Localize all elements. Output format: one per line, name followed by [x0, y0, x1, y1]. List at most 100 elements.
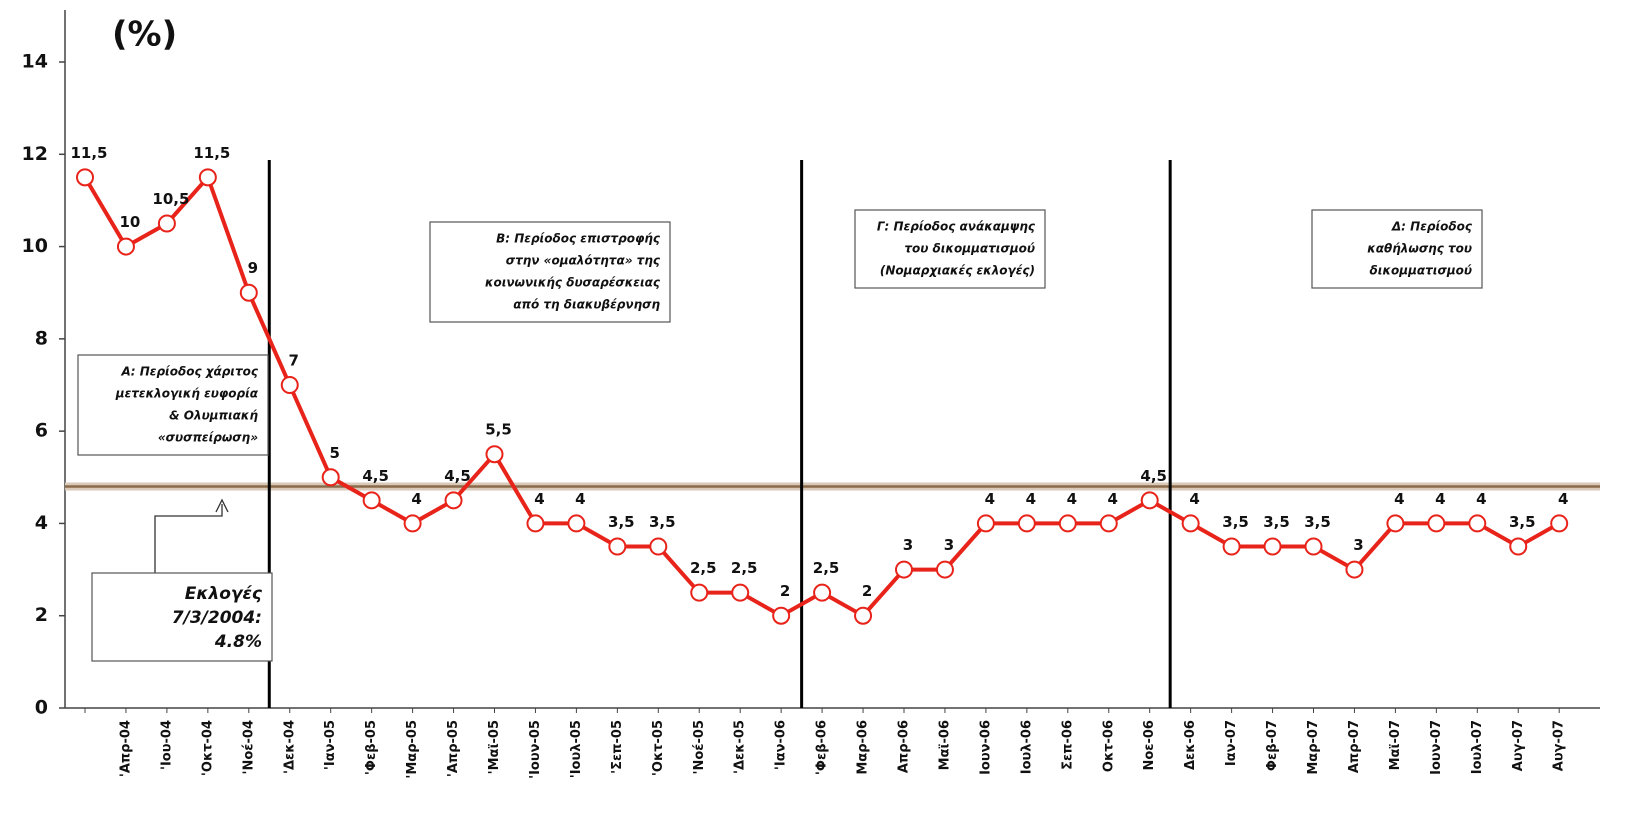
- x-tick-label: Μαϊ-06: [937, 720, 952, 770]
- x-tick-label: 'Απρ-05: [446, 720, 461, 777]
- data-point: [1099, 514, 1118, 533]
- data-label: 4: [1476, 490, 1486, 508]
- period-text: & Ολυμπιακή: [169, 409, 258, 423]
- data-label: 3,5: [1263, 513, 1290, 531]
- data-point: [1386, 514, 1405, 533]
- data-label: 11,5: [193, 144, 230, 162]
- x-tick-label: 'Ιου-04: [159, 720, 174, 770]
- data-point: [239, 283, 258, 302]
- period-text: του δικομματισμού: [904, 242, 1035, 256]
- period-text: μετεκλογική ευφορία: [115, 387, 259, 401]
- data-point: [1509, 537, 1528, 556]
- data-point: [1550, 514, 1569, 533]
- period-text: Β: Περίοδος επιστροφής: [496, 232, 661, 246]
- x-tick-label: 'Μαϊ-05: [487, 720, 502, 774]
- data-label: 2,5: [690, 559, 717, 577]
- data-label: 3,5: [1509, 513, 1536, 531]
- data-label: 4,5: [362, 467, 389, 485]
- period-text: δικομματισμού: [1370, 264, 1472, 278]
- data-point: [1468, 514, 1487, 533]
- data-label: 10: [120, 213, 141, 231]
- data-label: 4: [1558, 490, 1568, 508]
- x-tick-label: Σεπ-06: [1060, 720, 1075, 770]
- data-label: 3: [903, 536, 913, 554]
- y-tick-label: 14: [22, 51, 48, 73]
- x-tick-label: 'Ιουν-05: [528, 720, 543, 779]
- data-point: [1345, 560, 1364, 579]
- data-point: [1304, 537, 1323, 556]
- period-text: κοινωνικής δυσαρέσκειας: [485, 276, 661, 290]
- y-tick-label: 6: [35, 420, 48, 442]
- data-point: [1263, 537, 1282, 556]
- data-point: [157, 214, 176, 233]
- data-label: 2,5: [813, 559, 840, 577]
- data-label: 4: [1067, 490, 1077, 508]
- x-tick-label: Δεκ-06: [1183, 720, 1198, 770]
- data-label: 4,5: [444, 467, 471, 485]
- x-tick-label: 'Οκτ-04: [200, 720, 215, 776]
- y-tick-label: 8: [35, 327, 48, 349]
- y-axis-label: (%): [112, 15, 177, 55]
- y-tick-label: 0: [35, 697, 48, 719]
- data-point: [935, 560, 954, 579]
- x-tick-label: 'Ιαν-06: [774, 720, 789, 770]
- y-tick-label: 12: [22, 143, 48, 165]
- x-tick-label: Νοε-06: [1142, 720, 1157, 771]
- period-text: (Νομαρχιακές εκλογές): [880, 264, 1035, 278]
- note-text: 4.8%: [214, 632, 262, 652]
- period-text: καθήλωσης του: [1367, 242, 1472, 256]
- data-label: 4: [411, 490, 421, 508]
- x-tick-label: Ιαν-07: [1224, 720, 1239, 766]
- data-point: [280, 376, 299, 394]
- x-tick-label: 'Νοέ-05: [692, 720, 707, 775]
- x-tick-label: Ιουλ-07: [1470, 720, 1485, 774]
- x-tick-label: 'Απρ-04: [118, 720, 133, 777]
- x-tick-label: 'Φεβ-05: [364, 720, 379, 775]
- x-tick-label: Μαϊ-07: [1388, 720, 1403, 770]
- period-box: [1311, 209, 1483, 289]
- x-tick-label: Μαρ-07: [1306, 720, 1321, 775]
- data-label: 5,5: [485, 421, 512, 439]
- x-tick-label: 'Ιουλ-05: [569, 720, 584, 778]
- data-label: 3,5: [1304, 513, 1331, 531]
- period-box: [854, 209, 1046, 289]
- data-label: 4: [985, 490, 995, 508]
- x-tick-label: 'Μαρ-05: [405, 720, 420, 779]
- data-label: 10,5: [152, 190, 189, 208]
- x-tick-label: 'Σεπ-05: [610, 720, 625, 774]
- data-label: 3: [944, 536, 954, 554]
- x-tick-label: Φεβ-07: [1265, 720, 1280, 771]
- data-point: [608, 537, 627, 556]
- data-point: [321, 468, 340, 487]
- x-tick-label: Ιουλ-06: [1019, 720, 1034, 774]
- data-label: 5: [329, 444, 339, 462]
- data-point: [567, 514, 586, 533]
- x-tick-label: Αυγ-07: [1552, 720, 1567, 771]
- x-tick-label: Μαρ-06: [856, 720, 871, 775]
- y-tick-label: 4: [35, 512, 48, 534]
- x-tick-label: Ιουν-06: [978, 720, 993, 775]
- data-label: 9: [248, 259, 258, 277]
- x-tick-label: Αυγ-07: [1511, 720, 1526, 771]
- data-point: [1181, 514, 1200, 533]
- data-point: [731, 583, 750, 602]
- x-tick-label: 'Δεκ-05: [733, 720, 748, 774]
- data-label: 7: [289, 352, 299, 370]
- data-point: [1222, 537, 1241, 556]
- data-label: 2,5: [731, 559, 758, 577]
- period-text: Δ: Περίοδος: [1391, 220, 1473, 234]
- period-box: [429, 221, 671, 323]
- period-text: από τη διακυβέρνηση: [513, 298, 660, 312]
- y-tick-label: 2: [35, 604, 48, 626]
- data-label: 3,5: [1222, 513, 1249, 531]
- x-tick-label: Οκτ-06: [1101, 720, 1116, 772]
- data-label: 11,5: [70, 144, 107, 162]
- data-point: [976, 514, 995, 533]
- period-text: Γ: Περίοδος ανάκαμψης: [877, 220, 1036, 234]
- data-point: [649, 537, 668, 556]
- data-label: 4: [1435, 490, 1445, 508]
- x-tick-label: 'Ιαν-05: [323, 720, 338, 770]
- note-box: [91, 572, 273, 662]
- data-label: 4: [1108, 490, 1118, 508]
